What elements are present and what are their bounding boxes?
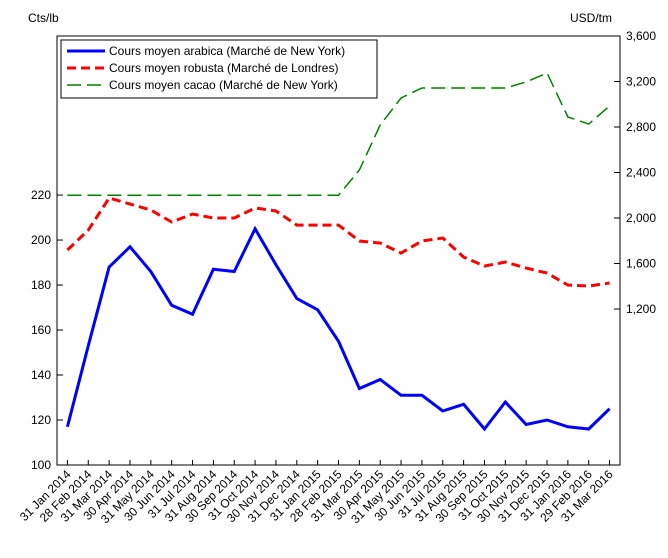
y-tick-label: 100 [31, 458, 51, 472]
y2-tick-label: 3,600 [626, 29, 656, 43]
legend-label: Cours moyen cacao (Marché de New York) [109, 78, 338, 92]
y2-tick-label: 2,000 [626, 211, 656, 225]
y2-tick-label: 2,400 [626, 166, 656, 180]
y-tick-label: 120 [31, 413, 51, 427]
y2-tick-label: 1,200 [626, 302, 656, 316]
y-tick-label: 200 [31, 233, 51, 247]
y-axis-label: Cts/lb [28, 11, 59, 25]
legend-label: Cours moyen arabica (Marché de New York) [109, 44, 345, 58]
plot-frame [56, 35, 621, 466]
y2-tick-label: 2,800 [626, 120, 656, 134]
legend-box [60, 39, 378, 99]
legend-label: Cours moyen robusta (Marché de Londres) [109, 61, 338, 75]
series-line [66, 196, 610, 288]
y2-tick-label: 3,200 [626, 75, 656, 89]
y2-axis-label: USD/tm [570, 11, 612, 25]
y2-tick-label: 1,600 [626, 257, 656, 271]
y-tick-label: 140 [31, 368, 51, 382]
y-tick-label: 160 [31, 323, 51, 337]
y-tick-label: 180 [31, 278, 51, 292]
y-tick-label: 220 [31, 188, 51, 202]
series-line [65, 225, 611, 432]
series-line [67, 71, 611, 197]
